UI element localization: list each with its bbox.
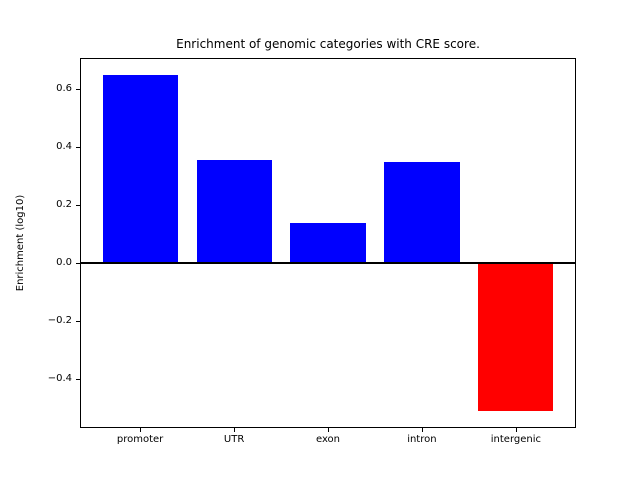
- zero-line: [80, 262, 576, 265]
- y-tick-label: 0.6: [56, 83, 72, 95]
- y-tick-mark: [76, 89, 80, 91]
- y-tick-mark: [76, 263, 80, 265]
- y-tick-label: 0.0: [56, 257, 72, 269]
- x-tick-label-exon: exon: [315, 434, 341, 445]
- x-tick-mark: [515, 428, 517, 432]
- y-tick-mark: [76, 321, 80, 323]
- x-tick-mark: [140, 428, 142, 432]
- x-tick-label-intergenic: intergenic: [490, 434, 542, 445]
- y-tick-label: 0.4: [56, 141, 72, 153]
- y-tick-mark: [76, 147, 80, 149]
- x-tick-label-intron: intron: [407, 434, 437, 445]
- bar-UTR: [196, 160, 272, 264]
- x-tick-mark: [328, 428, 329, 432]
- x-tick-mark: [234, 428, 236, 432]
- y-tick-label: −0.4: [47, 373, 72, 385]
- y-tick-mark: [76, 379, 80, 381]
- bar-intergenic: [478, 263, 554, 412]
- y-axis-label: Enrichment (log10): [15, 194, 26, 292]
- bar-promoter: [102, 74, 178, 264]
- y-tick-label: 0.2: [56, 199, 72, 211]
- x-tick-label-promoter: promoter: [116, 434, 164, 445]
- x-tick-mark: [421, 428, 423, 432]
- bar-exon: [290, 222, 366, 264]
- y-tick-label: −0.2: [47, 315, 72, 327]
- bar-intron: [384, 161, 460, 264]
- y-tick-mark: [76, 205, 80, 207]
- chart-title: Enrichment of genomic categories with CR…: [176, 37, 480, 51]
- x-tick-label-UTR: UTR: [223, 434, 245, 445]
